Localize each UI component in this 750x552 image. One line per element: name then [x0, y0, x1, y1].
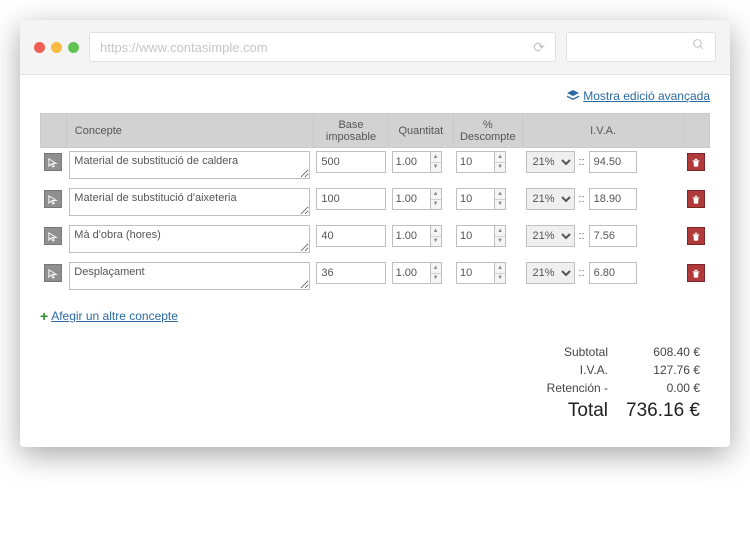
- iva-value: 127.76 €: [618, 362, 708, 378]
- table-row: Mà d'obra (hores)▲▼▲▼21%::: [41, 222, 710, 259]
- delete-row-button[interactable]: [687, 153, 705, 171]
- disc-stepper[interactable]: ▲▼: [456, 225, 519, 247]
- advanced-edit-link-row: Mostra edició avançada: [40, 89, 710, 103]
- close-dot[interactable]: [34, 42, 45, 53]
- table-row: Desplaçament▲▼▲▼21%::: [41, 259, 710, 296]
- col-iva: I.V.A.: [523, 114, 684, 148]
- qty-up[interactable]: ▲: [431, 263, 441, 274]
- delete-row-button[interactable]: [687, 227, 705, 245]
- url-bar[interactable]: https://www.contasimple.com ⟳: [89, 32, 556, 62]
- col-base: Base imposable: [313, 114, 388, 148]
- row-select-button[interactable]: [44, 190, 62, 208]
- base-input[interactable]: [316, 225, 385, 247]
- base-input[interactable]: [316, 262, 385, 284]
- total-value: 736.16 €: [618, 398, 708, 423]
- plus-icon: +: [40, 308, 48, 324]
- disc-stepper[interactable]: ▲▼: [456, 188, 519, 210]
- qty-down[interactable]: ▼: [431, 274, 441, 284]
- base-input[interactable]: [316, 151, 385, 173]
- row-select-button[interactable]: [44, 264, 62, 282]
- disc-up[interactable]: ▲: [495, 189, 505, 200]
- disc-up[interactable]: ▲: [495, 152, 505, 163]
- iva-select[interactable]: 21%: [526, 262, 575, 284]
- disc-stepper[interactable]: ▲▼: [456, 262, 519, 284]
- qty-up[interactable]: ▲: [431, 152, 441, 163]
- disc-input[interactable]: [456, 151, 494, 173]
- disc-input[interactable]: [456, 262, 494, 284]
- qty-input[interactable]: [392, 188, 430, 210]
- delete-row-button[interactable]: [687, 264, 705, 282]
- subtotal-label: Subtotal: [539, 344, 616, 360]
- qty-up[interactable]: ▲: [431, 226, 441, 237]
- qty-down[interactable]: ▼: [431, 237, 441, 247]
- search-bar[interactable]: [566, 32, 716, 62]
- disc-down[interactable]: ▼: [495, 237, 505, 247]
- col-disc: % Descompte: [453, 114, 522, 148]
- stack-icon: [567, 89, 579, 103]
- row-select-button[interactable]: [44, 153, 62, 171]
- disc-up[interactable]: ▲: [495, 263, 505, 274]
- iva-amount-input[interactable]: [589, 151, 637, 173]
- disc-down[interactable]: ▼: [495, 200, 505, 210]
- mock-browser-window: https://www.contasimple.com ⟳ Mostra edi…: [20, 20, 730, 447]
- col-concepte: Concepte: [66, 114, 313, 148]
- min-dot[interactable]: [51, 42, 62, 53]
- ret-label: Retención -: [539, 380, 616, 396]
- base-input[interactable]: [316, 188, 385, 210]
- row-select-button[interactable]: [44, 227, 62, 245]
- traffic-lights: [34, 42, 79, 53]
- iva-amount-input[interactable]: [589, 188, 637, 210]
- qty-stepper[interactable]: ▲▼: [392, 151, 450, 173]
- delete-row-button[interactable]: [687, 190, 705, 208]
- iva-select[interactable]: 21%: [526, 225, 575, 247]
- qty-stepper[interactable]: ▲▼: [392, 225, 450, 247]
- refresh-icon[interactable]: ⟳: [533, 39, 545, 56]
- add-concept-link[interactable]: Afegir un altre concepte: [51, 309, 178, 323]
- iva-select[interactable]: 21%: [526, 188, 575, 210]
- disc-down[interactable]: ▼: [495, 274, 505, 284]
- iva-sep: ::: [579, 193, 585, 205]
- browser-chrome: https://www.contasimple.com ⟳: [20, 20, 730, 75]
- disc-input[interactable]: [456, 225, 494, 247]
- table-row: Material de substitució de caldera▲▼▲▼21…: [41, 148, 710, 186]
- iva-sep: ::: [579, 230, 585, 242]
- iva-amount-input[interactable]: [589, 225, 637, 247]
- concept-input[interactable]: Desplaçament: [69, 262, 310, 290]
- col-qty: Quantitat: [389, 114, 453, 148]
- concept-input[interactable]: Mà d'obra (hores): [69, 225, 310, 253]
- table-row: Material de substitució d'aixeteria▲▼▲▼2…: [41, 185, 710, 222]
- disc-up[interactable]: ▲: [495, 226, 505, 237]
- iva-sep: ::: [579, 267, 585, 279]
- totals-block: Subtotal608.40 € I.V.A.127.76 € Retenció…: [40, 342, 710, 425]
- qty-down[interactable]: ▼: [431, 200, 441, 210]
- disc-stepper[interactable]: ▲▼: [456, 151, 519, 173]
- search-icon: [692, 38, 705, 56]
- concept-input[interactable]: Material de substitució d'aixeteria: [69, 188, 310, 216]
- iva-sep: ::: [579, 156, 585, 168]
- iva-label: I.V.A.: [539, 362, 616, 378]
- qty-stepper[interactable]: ▲▼: [392, 188, 450, 210]
- qty-input[interactable]: [392, 262, 430, 284]
- concepts-table: Concepte Base imposable Quantitat % Desc…: [40, 113, 710, 296]
- total-label: Total: [539, 398, 616, 423]
- qty-stepper[interactable]: ▲▼: [392, 262, 450, 284]
- disc-input[interactable]: [456, 188, 494, 210]
- qty-up[interactable]: ▲: [431, 189, 441, 200]
- max-dot[interactable]: [68, 42, 79, 53]
- disc-down[interactable]: ▼: [495, 163, 505, 173]
- qty-input[interactable]: [392, 225, 430, 247]
- subtotal-value: 608.40 €: [618, 344, 708, 360]
- url-text: https://www.contasimple.com: [100, 40, 268, 55]
- iva-select[interactable]: 21%: [526, 151, 575, 173]
- ret-value: 0.00 €: [618, 380, 708, 396]
- iva-amount-input[interactable]: [589, 262, 637, 284]
- qty-input[interactable]: [392, 151, 430, 173]
- add-concept-row: + Afegir un altre concepte: [40, 308, 710, 324]
- page-content: Mostra edició avançada Concepte Base imp…: [20, 75, 730, 447]
- qty-down[interactable]: ▼: [431, 163, 441, 173]
- concept-input[interactable]: Material de substitució de caldera: [69, 151, 310, 179]
- advanced-edit-link[interactable]: Mostra edició avançada: [583, 89, 710, 103]
